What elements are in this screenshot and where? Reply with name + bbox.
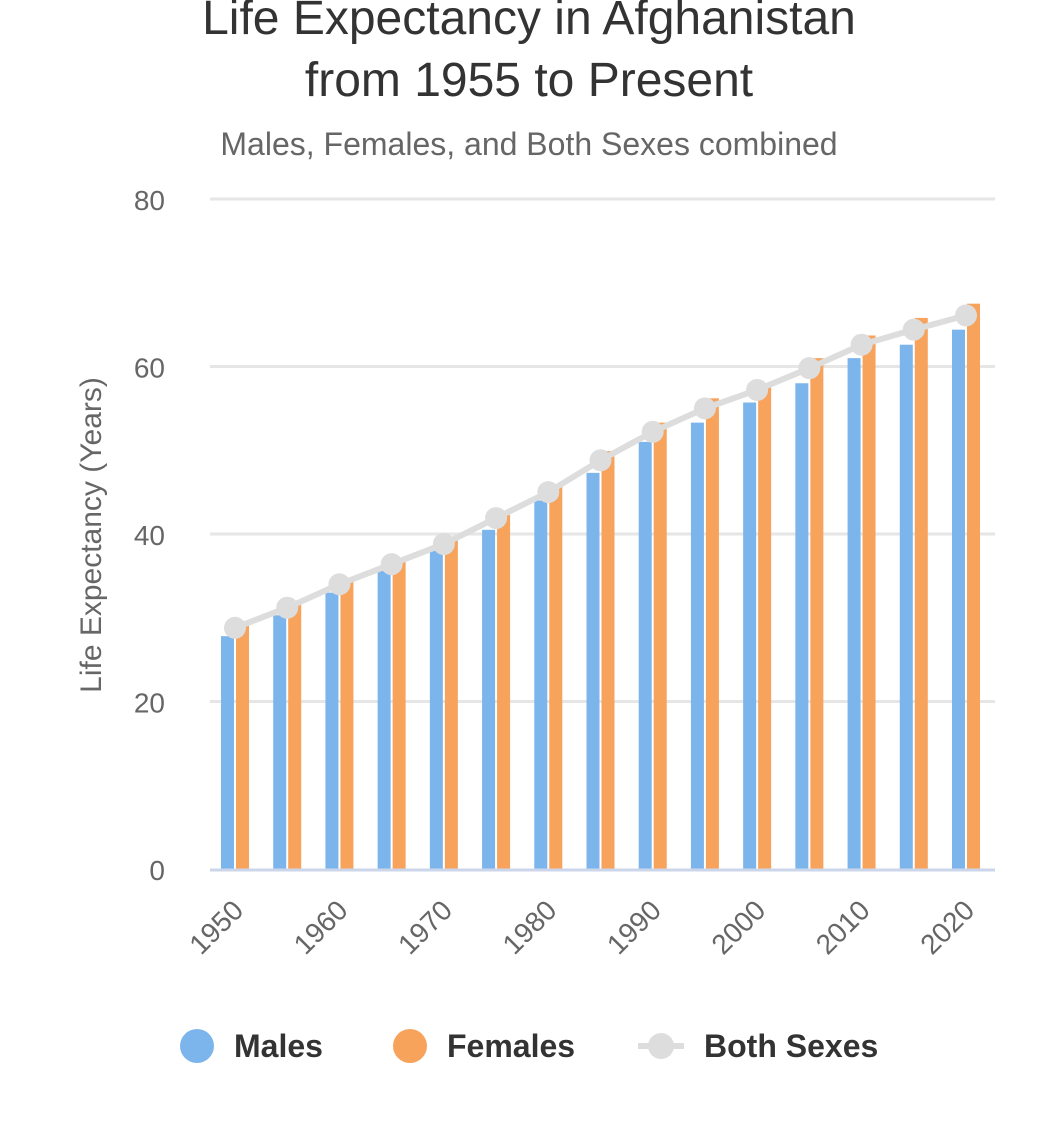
chart-title-line1: Life Expectancy in Afghanistan	[202, 0, 856, 45]
chart-title-line2: from 1955 to Present	[304, 54, 754, 107]
point-both-sexes-2000[interactable]	[746, 378, 769, 401]
bar-males-1955[interactable]	[273, 615, 287, 869]
bar-females-1995[interactable]	[705, 398, 719, 869]
bar-males-1950[interactable]	[221, 636, 234, 869]
bar-females-1955[interactable]	[288, 602, 302, 869]
point-both-sexes-1980[interactable]	[537, 481, 560, 504]
bar-males-2020[interactable]	[952, 329, 965, 869]
point-both-sexes-1950[interactable]	[224, 616, 246, 639]
bar-females-2020[interactable]	[967, 303, 980, 869]
bar-males-1970[interactable]	[429, 550, 443, 869]
point-both-sexes-1985[interactable]	[589, 449, 612, 472]
x-tick-label-1970: 1970	[392, 894, 458, 960]
bar-males-2000[interactable]	[743, 402, 757, 869]
y-tick-label-40: 40	[134, 520, 165, 551]
bar-females-1980[interactable]	[549, 486, 563, 869]
x-tick-label-2020: 2020	[914, 894, 980, 960]
point-both-sexes-2005[interactable]	[798, 357, 821, 380]
bar-males-2005[interactable]	[795, 383, 809, 869]
legend-marker-females	[393, 1029, 427, 1063]
y-tick-label-0: 0	[149, 855, 165, 886]
point-both-sexes-1995[interactable]	[693, 397, 716, 420]
x-tick-label-1960: 1960	[288, 894, 354, 960]
point-both-sexes-1990[interactable]	[641, 420, 664, 443]
legend-label-both-sexes: Both Sexes	[704, 1027, 879, 1064]
x-tick-label-1980: 1980	[497, 894, 563, 960]
bar-females-2010[interactable]	[862, 335, 876, 869]
legend-item-females[interactable]: Females	[393, 1018, 575, 1074]
bar-males-1980[interactable]	[534, 500, 548, 870]
x-tick-label-1950: 1950	[183, 894, 249, 960]
bar-males-1975[interactable]	[482, 529, 496, 869]
y-tick-label-80: 80	[134, 185, 165, 216]
bar-males-1985[interactable]	[586, 472, 600, 869]
line-layer	[224, 304, 977, 639]
bar-males-1995[interactable]	[690, 422, 704, 869]
bar-females-1970[interactable]	[444, 539, 458, 869]
bar-females-1950[interactable]	[236, 623, 249, 869]
x-tick-label-2000: 2000	[705, 894, 771, 960]
point-both-sexes-2020[interactable]	[955, 304, 977, 327]
bar-females-1975[interactable]	[497, 514, 511, 869]
legend-item-males[interactable]: Males	[180, 1018, 323, 1074]
point-both-sexes-1965[interactable]	[380, 553, 403, 576]
bar-females-1985[interactable]	[601, 451, 615, 869]
bar-females-2005[interactable]	[810, 358, 824, 869]
life-expectancy-chart: 0 20 40 60 80 1950 1960 1970 1980 1990 2000 2010 202…	[75, 185, 995, 960]
x-tick-label-2010: 2010	[810, 894, 876, 960]
legend: Males Females Both Sexes	[0, 1018, 1058, 1074]
legend-marker-males	[180, 1029, 214, 1063]
bar-females-1965[interactable]	[392, 559, 406, 869]
bar-females-2000[interactable]	[758, 383, 772, 869]
point-both-sexes-1960[interactable]	[328, 573, 351, 596]
point-both-sexes-1975[interactable]	[485, 507, 508, 530]
y-tick-label-60: 60	[134, 353, 165, 384]
legend-label-females: Females	[447, 1027, 576, 1064]
point-both-sexes-2010[interactable]	[850, 333, 873, 356]
bars-layer	[221, 303, 980, 870]
bar-males-2015[interactable]	[899, 344, 913, 870]
bar-males-2010[interactable]	[847, 358, 861, 869]
bar-females-2015[interactable]	[914, 317, 928, 869]
y-tick-label-20: 20	[134, 688, 165, 719]
y-axis-title: Life Expectancy (Years)	[75, 377, 108, 693]
bar-females-1990[interactable]	[653, 422, 667, 869]
legend-item-both-sexes[interactable]: Both Sexes	[638, 1018, 878, 1074]
bar-females-1960[interactable]	[340, 579, 354, 869]
bar-males-1990[interactable]	[638, 441, 652, 869]
bar-males-1965[interactable]	[377, 570, 391, 869]
bar-males-1960[interactable]	[325, 592, 339, 869]
point-both-sexes-1970[interactable]	[432, 533, 455, 556]
legend-label-males: Males	[234, 1027, 323, 1064]
point-both-sexes-2015[interactable]	[902, 318, 925, 341]
point-both-sexes-1955[interactable]	[276, 596, 299, 619]
chart-subtitle: Males, Females, and Both Sexes combined	[220, 126, 838, 162]
legend-marker-both-sexes	[638, 1029, 684, 1063]
x-tick-label-1990: 1990	[601, 894, 667, 960]
